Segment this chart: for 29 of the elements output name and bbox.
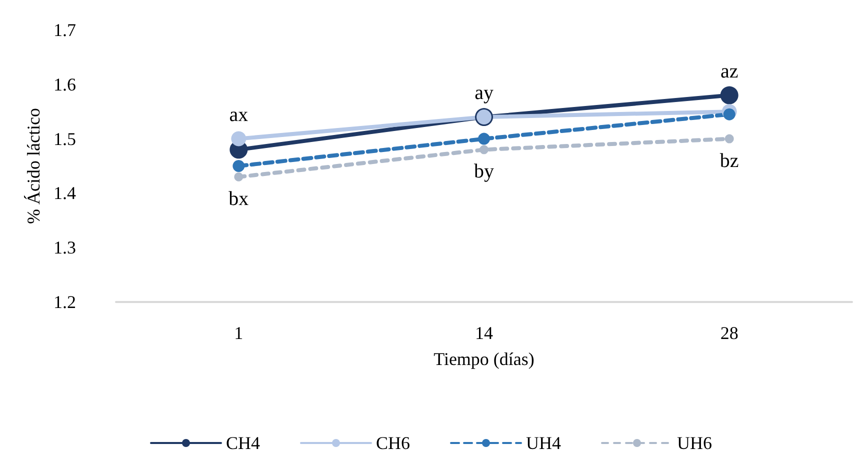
x-tick-label: 28 — [720, 323, 738, 343]
legend-label: UH6 — [677, 433, 712, 453]
point — [724, 134, 734, 144]
point — [231, 131, 246, 146]
x-tick-label: 14 — [475, 323, 493, 343]
point — [723, 108, 736, 120]
legend-label: CH4 — [226, 433, 260, 453]
annotation: bx — [228, 188, 249, 210]
y-tick-label: 1.2 — [54, 292, 76, 312]
y-tick-label: 1.4 — [54, 183, 76, 204]
x-axis-title: Tiempo (días) — [434, 349, 534, 369]
x-tick-label: 1 — [234, 323, 244, 343]
y-tick-label: 1.6 — [54, 74, 76, 94]
annotation: bz — [720, 150, 739, 172]
point — [478, 132, 490, 145]
annotation: by — [474, 160, 494, 183]
legend-label: UH4 — [526, 433, 562, 453]
annotation: ax — [229, 104, 248, 126]
y-axis-title: % Ácido láctico — [24, 108, 44, 224]
y-tick-label: 1.5 — [54, 128, 76, 149]
annotation: ay — [474, 82, 494, 104]
y-tick-label: 1.3 — [54, 238, 76, 258]
point — [480, 145, 488, 154]
point — [232, 160, 245, 172]
y-tick-label: 1.7 — [54, 20, 76, 40]
point — [720, 86, 738, 104]
legend-label: CH6 — [376, 433, 410, 453]
annotation: az — [720, 60, 738, 82]
point — [234, 172, 244, 182]
